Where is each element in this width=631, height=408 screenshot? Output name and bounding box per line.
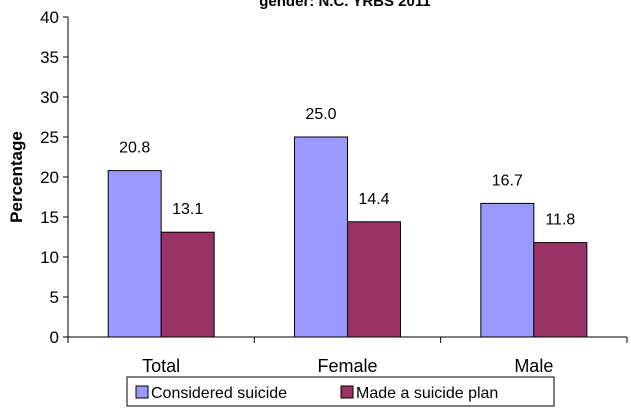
y-tick-label: 10	[40, 248, 59, 267]
category-label: Female	[317, 356, 377, 376]
bar-considered	[480, 202, 535, 338]
bar-considered	[107, 170, 162, 338]
data-labels: 20.8 13.1 25.0 14.4 16.7 11.8	[119, 106, 575, 229]
bar-considered	[294, 136, 348, 338]
y-tick-label: 0	[50, 328, 59, 347]
legend-label-plan: Made a suicide plan	[356, 385, 498, 402]
y-axis-ticks: 0 5 10 15 20 25 30 35 40	[40, 8, 68, 347]
legend-swatch-considered	[135, 385, 149, 399]
y-tick-label: 15	[40, 208, 59, 227]
y-tick-label: 40	[40, 8, 59, 27]
data-label: 14.4	[358, 191, 389, 208]
y-axis-label: Percentage	[7, 131, 26, 223]
category-label: Male	[514, 356, 553, 376]
data-label: 20.8	[119, 140, 150, 157]
y-tick-label: 5	[50, 288, 59, 307]
bars	[107, 136, 588, 338]
y-tick-label: 25	[40, 128, 59, 147]
data-label: 13.1	[172, 201, 203, 218]
y-tick-label: 20	[40, 168, 59, 187]
category-labels: Total Female Male	[142, 356, 553, 376]
x-axis-ticks	[67, 337, 628, 343]
data-label: 16.7	[492, 172, 523, 189]
legend-swatch-plan	[340, 385, 354, 399]
bar-plan	[347, 221, 401, 338]
data-label: 25.0	[305, 106, 336, 123]
y-tick-label: 35	[40, 48, 59, 67]
legend-label-considered: Considered suicide	[151, 385, 287, 402]
bar-plan	[533, 242, 588, 338]
category-label: Total	[142, 356, 180, 376]
data-label: 11.8	[545, 212, 575, 229]
chart-title: gender: N.C. YRBS 2011	[259, 0, 430, 10]
y-tick-label: 30	[40, 88, 59, 107]
legend: Considered suicide Made a suicide plan	[126, 376, 555, 407]
bar-plan	[160, 231, 215, 338]
